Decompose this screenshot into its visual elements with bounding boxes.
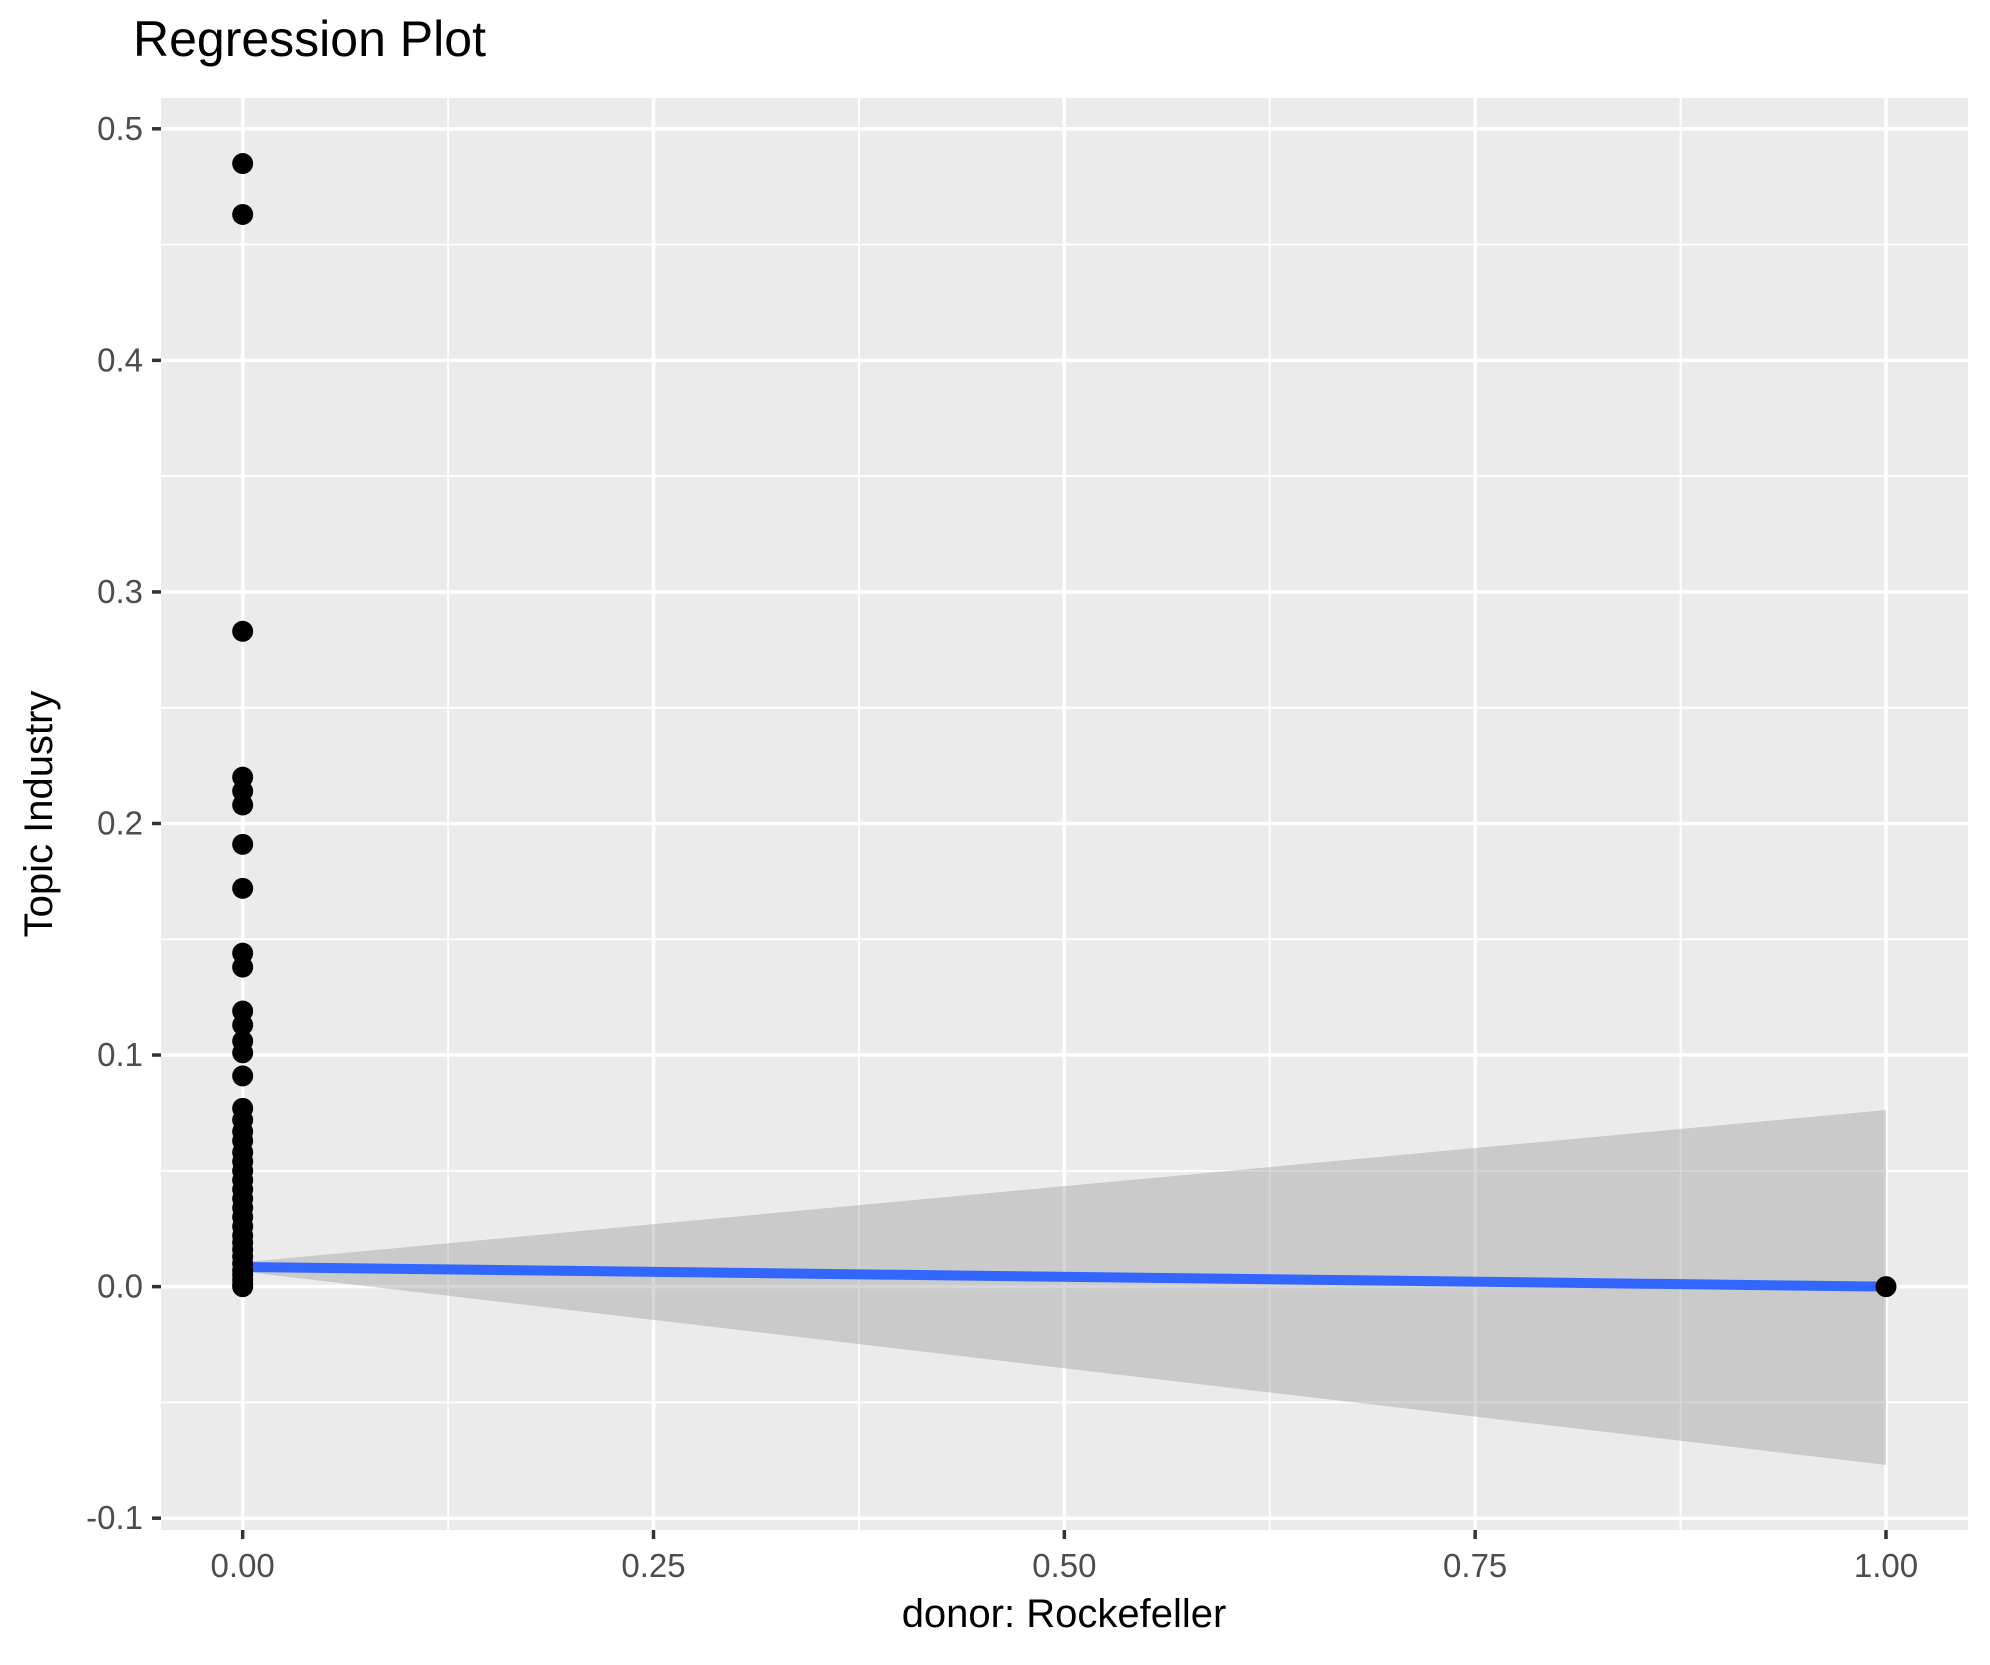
x-tick-label: 0.75 — [1443, 1547, 1507, 1584]
data-point — [232, 794, 254, 816]
y-tick-label: 0.0 — [97, 1268, 143, 1305]
data-point — [232, 956, 254, 978]
data-point — [232, 1042, 254, 1064]
y-tick-label: 0.1 — [97, 1036, 143, 1073]
data-point — [1875, 1276, 1897, 1298]
data-point — [232, 203, 254, 225]
data-point — [232, 1276, 254, 1298]
plot-panel-layer: 0.00 0.25 0.50 0.75 1.00 -0.1 0.0 0.1 0.2 0.3 0.4 0… — [86, 98, 1968, 1584]
data-point — [232, 1014, 254, 1036]
x-tick-label: 0.50 — [1032, 1547, 1096, 1584]
y-tick-label: 0.2 — [97, 804, 143, 841]
data-point — [232, 620, 254, 642]
y-axis-label: Topic Industry — [17, 691, 61, 938]
x-tick-label: 1.00 — [1854, 1547, 1918, 1584]
data-point — [232, 153, 254, 175]
y-tick-label: 0.5 — [97, 110, 143, 147]
y-tick-label: 0.3 — [97, 573, 143, 610]
x-tick-label: 0.25 — [621, 1547, 685, 1584]
data-point — [232, 877, 254, 899]
y-tick-label: 0.4 — [97, 341, 143, 378]
confidence-band — [242, 1109, 1886, 1465]
data-point — [232, 1065, 254, 1087]
x-tick-label: 0.00 — [211, 1547, 275, 1584]
regression-line — [242, 1261, 1887, 1292]
data-point — [232, 833, 254, 855]
chart-title: Regression Plot — [133, 11, 486, 67]
y-tick-label: -0.1 — [86, 1499, 143, 1536]
x-axis-label: donor: Rockefeller — [902, 1592, 1227, 1636]
